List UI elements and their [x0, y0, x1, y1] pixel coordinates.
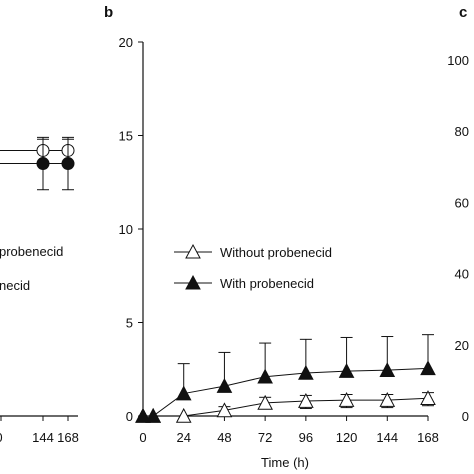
panel-b-letter: b — [104, 4, 113, 21]
panel-b-x-tick-label: 48 — [217, 430, 231, 445]
legend-label-without: Without probenecid — [220, 245, 332, 260]
panel-a: 0 144 168 probenecid necid — [0, 136, 79, 445]
data-point-open-triangle — [298, 392, 314, 408]
data-point-filled-triangle — [420, 360, 436, 376]
panel-a-x-tick-label: 168 — [57, 430, 79, 445]
panel-c-y-tick-label: 20 — [455, 338, 469, 353]
panel-b-legend: Without probenecid With probenecid — [174, 243, 332, 291]
data-point-filled-triangle — [175, 385, 192, 401]
data-point-filled-triangle — [257, 368, 273, 384]
panel-a-series-open — [0, 138, 75, 163]
panel-b-series — [135, 334, 436, 423]
data-point-open-triangle — [257, 394, 273, 410]
data-point-filled-circle — [36, 157, 50, 171]
panel-b-x-tick-label: 96 — [299, 430, 313, 445]
data-point-open-triangle — [420, 390, 436, 406]
legend-label-with: With probenecid — [220, 276, 314, 291]
panel-b-y-tick-label: 5 — [126, 316, 133, 331]
data-point-open-triangle — [175, 407, 192, 423]
panel-c-letter: c — [459, 4, 467, 21]
panel-b-x-tick-label: 0 — [139, 430, 146, 445]
panel-a-legend-fragment: necid — [0, 278, 30, 293]
data-point-filled-triangle — [298, 364, 314, 380]
panel-b-x-tick-label: 24 — [176, 430, 190, 445]
legend-marker-filled-triangle — [185, 274, 201, 290]
panel-a-x-tick-label: 0 — [0, 430, 3, 445]
panel-c-y-tick-label: 0 — [462, 409, 469, 424]
panel-b-x-tick-label: 72 — [258, 430, 272, 445]
panel-a-x-axis: 0 144 168 — [0, 415, 79, 445]
panel-a-legend-fragment: probenecid — [0, 244, 63, 259]
data-point-filled-circle — [61, 157, 75, 171]
legend-marker-open-triangle — [185, 243, 201, 259]
panel-b-x-tick-label: 120 — [336, 430, 358, 445]
panel-a-series — [0, 136, 75, 191]
panel-c-y-tick-label: 40 — [455, 267, 469, 282]
data-point-open-triangle — [338, 392, 355, 407]
panel-c-y-ticks: 0 20 40 60 80 100 — [447, 53, 469, 424]
panel-b-x-axis-title: Time (h) — [261, 455, 309, 470]
panel-c-y-tick-label: 100 — [447, 53, 469, 68]
panel-c-y-tick-label: 80 — [455, 124, 469, 139]
data-point-filled-triangle — [216, 378, 233, 393]
panel-b-y-ticks: 0 5 10 15 20 — [119, 35, 143, 424]
panel-c: c 0 20 40 60 80 100 — [447, 4, 469, 424]
data-point-open-triangle — [379, 392, 396, 407]
panel-c-y-tick-label: 60 — [455, 195, 469, 210]
panel-b-x-tick-label: 144 — [376, 430, 398, 445]
panel-b-x-tick-label: 168 — [417, 430, 439, 445]
panel-a-series-filled — [0, 136, 75, 191]
series-with-probenecid — [135, 334, 436, 423]
data-point-filled-triangle — [338, 363, 355, 378]
panel-b-y-tick-label: 0 — [126, 409, 133, 424]
panel-b-x-ticks: 0 24 48 72 96 120 144 168 — [139, 416, 439, 445]
panel-b: b 0 5 10 15 20 0 24 48 72 96 120 144 168 Time (h) W… — [104, 4, 439, 470]
panel-b-y-tick-label: 15 — [119, 129, 133, 144]
panel-a-x-tick-label: 144 — [32, 430, 54, 445]
data-point-filled-triangle — [379, 362, 396, 377]
data-point-open-triangle — [216, 402, 233, 418]
panel-b-y-tick-label: 10 — [119, 222, 133, 237]
data-point-filled-triangle — [145, 407, 162, 423]
data-point-filled-triangle — [135, 407, 151, 423]
panel-b-y-tick-label: 20 — [119, 35, 133, 50]
